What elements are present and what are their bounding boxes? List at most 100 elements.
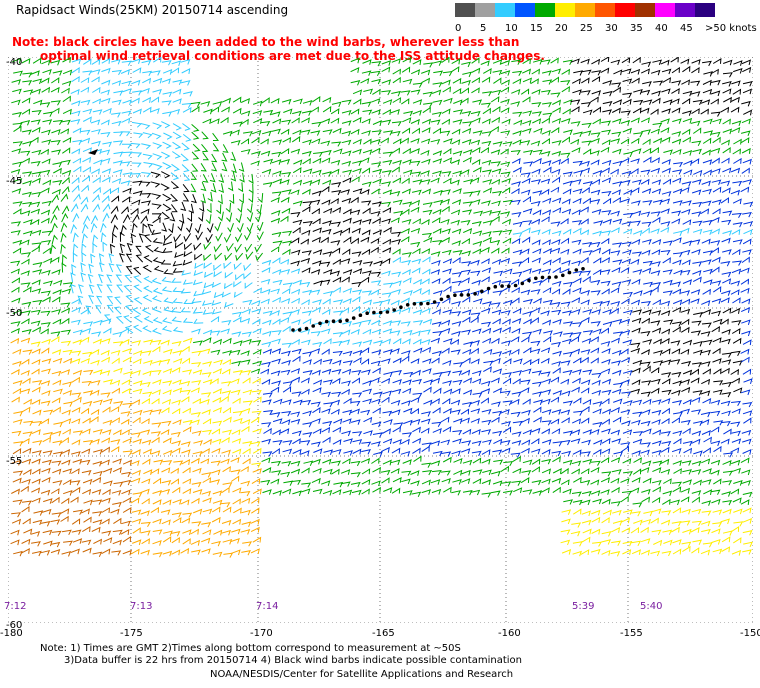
wind-barb	[61, 340, 72, 346]
wind-barb	[81, 539, 92, 546]
wind-barb	[542, 299, 553, 306]
wind-barb	[202, 152, 209, 161]
wind-barb	[421, 218, 430, 225]
wind-barb	[722, 480, 733, 486]
wind-barb	[301, 229, 311, 236]
wind-barb	[321, 118, 331, 125]
wind-barb	[42, 69, 52, 75]
wind-barb	[272, 139, 283, 145]
wind-barb	[632, 411, 643, 417]
wind-barb	[61, 176, 70, 185]
wind-barb	[382, 459, 392, 466]
wind-barb	[572, 188, 583, 195]
wind-barb	[691, 211, 702, 217]
wind-barb	[301, 339, 311, 346]
wind-barb	[263, 182, 273, 188]
wind-barb	[282, 137, 292, 143]
wind-barb	[701, 180, 711, 187]
wind-barb	[612, 520, 623, 526]
wind-barb	[232, 410, 243, 417]
map-title: Rapidsact Winds(25KM) 20150714 ascending	[16, 3, 289, 17]
lon-label: -150	[740, 628, 760, 639]
wind-barb	[481, 408, 492, 415]
wind-barb	[532, 111, 542, 117]
wind-barb	[43, 540, 53, 547]
wind-barb	[261, 399, 272, 405]
wind-barb	[60, 232, 67, 243]
wind-barb	[140, 488, 150, 495]
wind-barb	[522, 58, 531, 65]
wind-barb	[140, 215, 149, 224]
wind-barb	[592, 421, 603, 428]
wind-barb	[452, 150, 463, 157]
wind-barb	[460, 288, 471, 295]
wind-barb	[432, 239, 443, 246]
wind-barb	[390, 130, 401, 137]
wind-barb	[471, 440, 482, 447]
wind-barb	[341, 150, 352, 157]
wind-barb	[521, 409, 531, 416]
wind-barb	[200, 398, 210, 405]
wind-barb	[72, 369, 83, 376]
wind-barb	[72, 212, 80, 223]
wind-barb	[733, 138, 742, 145]
wind-barb	[410, 137, 420, 144]
wind-barb	[711, 157, 720, 164]
wind-barb	[600, 489, 610, 495]
wind-barb	[290, 468, 301, 475]
wind-barb	[131, 477, 141, 484]
wind-barb	[691, 140, 702, 147]
wind-barb	[151, 327, 162, 335]
wind-barb	[52, 468, 62, 475]
wind-barb	[220, 116, 229, 124]
wind-barb	[552, 441, 563, 447]
wind-barb	[22, 286, 32, 293]
wind-barb	[451, 209, 461, 216]
wind-barb	[393, 210, 404, 217]
wind-barb	[182, 426, 192, 433]
wind-barb	[691, 67, 700, 74]
wind-barb	[80, 203, 89, 213]
wind-barb	[93, 369, 103, 376]
wind-barb	[351, 377, 361, 384]
wind-barb	[383, 282, 394, 288]
wind-barb	[542, 259, 552, 266]
wind-barb	[663, 478, 672, 485]
wind-barb	[120, 131, 131, 137]
wind-barb	[392, 248, 401, 255]
wind-barb	[361, 167, 371, 174]
wind-barb	[92, 511, 103, 517]
wind-barb	[122, 88, 132, 94]
wind-barb	[90, 69, 101, 75]
wind-barb	[313, 358, 322, 365]
wind-barb	[93, 470, 103, 477]
wind-barb	[244, 231, 252, 241]
wind-barb	[281, 460, 292, 467]
wind-barb	[482, 439, 492, 445]
wind-barb	[582, 250, 593, 256]
wind-barb	[520, 379, 531, 385]
wind-barb	[21, 478, 31, 485]
wind-barb	[173, 234, 182, 243]
wind-barb	[180, 288, 191, 294]
wind-barb	[331, 448, 342, 455]
wind-barb	[391, 487, 401, 494]
wind-barb	[151, 370, 162, 376]
wind-barb	[280, 128, 290, 135]
wind-barb	[10, 539, 20, 546]
wind-barb	[200, 458, 210, 465]
wind-barb	[530, 78, 539, 85]
wind-barb	[681, 460, 692, 466]
wind-barb	[226, 243, 234, 252]
wind-barb	[533, 416, 542, 423]
wind-barb	[360, 458, 371, 464]
wind-barb	[680, 496, 690, 503]
wind-barb	[352, 431, 363, 437]
wind-barb	[521, 336, 530, 343]
wind-barb	[701, 309, 712, 315]
wind-barb	[213, 292, 224, 299]
wind-barb	[671, 87, 680, 94]
wind-barb	[460, 169, 470, 175]
wind-barb	[452, 379, 463, 386]
wind-barb	[62, 57, 72, 63]
